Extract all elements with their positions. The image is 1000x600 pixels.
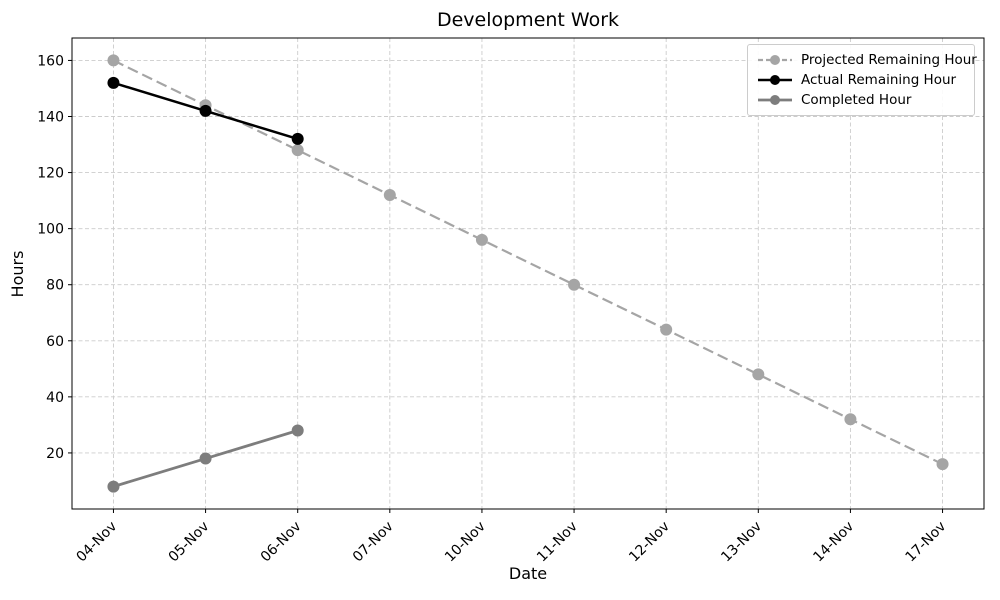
data-point-projected-remaining-hour [475,233,488,246]
y-tick-label: 100 [37,222,64,238]
y-tick-label: 140 [37,110,64,126]
data-point-completed-hour [199,452,212,465]
y-tick-label: 20 [46,446,64,462]
legend: Projected Remaining Hour Actual Remainin… [747,44,977,116]
data-point-projected-remaining-hour [383,189,396,201]
data-point-projected-remaining-hour [936,458,949,471]
data-point-projected-remaining-hour [660,323,673,336]
x-tick-label: 07-Nov [350,519,397,566]
x-tick-label: 11-Nov [534,519,581,566]
y-tick-label: 40 [46,390,64,406]
data-point-actual-remaining-hour [291,132,304,145]
x-tick-label: 13-Nov [718,519,765,566]
x-axis-title: Date [508,564,548,583]
legend-item-completed-hour: Completed Hour [757,90,965,110]
data-point-actual-remaining-hour [199,104,212,117]
y-tick-label: 120 [37,166,64,182]
chart-title: Development Work [436,9,620,31]
series-line-projected-remaining-hour [112,59,944,466]
x-tick-label: 10-Nov [442,519,489,566]
x-tick-label: 04-Nov [73,519,120,566]
y-tick-label: 60 [46,334,64,350]
legend-label: Completed Hour [801,92,912,108]
y-axis-title: Hours [8,250,27,298]
data-point-projected-remaining-hour [291,144,304,157]
data-point-actual-remaining-hour [107,76,120,89]
x-tick-label: 05-Nov [166,519,213,566]
plot-border [71,37,985,510]
y-tick-label: 80 [46,278,64,294]
data-point-projected-remaining-hour [568,278,581,291]
data-point-projected-remaining-hour [752,368,765,381]
data-point-completed-hour [291,424,304,437]
data-point-projected-remaining-hour [107,54,120,67]
legend-item-projected-remaining-hour: Projected Remaining Hour [757,50,977,70]
x-tick-label: 06-Nov [258,519,305,566]
legend-swatch-solid-line-icon [758,95,792,105]
y-tick-label: 160 [37,53,64,69]
x-tick-label: 12-Nov [626,519,673,566]
x-tick-label: 14-Nov [810,519,857,566]
legend-swatch-dashed-line-icon [758,55,792,65]
legend-label: Projected Remaining Hour [801,52,977,68]
legend-item-actual-remaining-hour: Actual Remaining Hour [757,70,965,90]
legend-label: Actual Remaining Hour [801,72,957,88]
x-tick-label: 17-Nov [903,519,950,566]
data-point-projected-remaining-hour [844,413,857,426]
legend-swatch-solid-line-icon [758,75,792,85]
data-point-completed-hour [107,480,120,493]
